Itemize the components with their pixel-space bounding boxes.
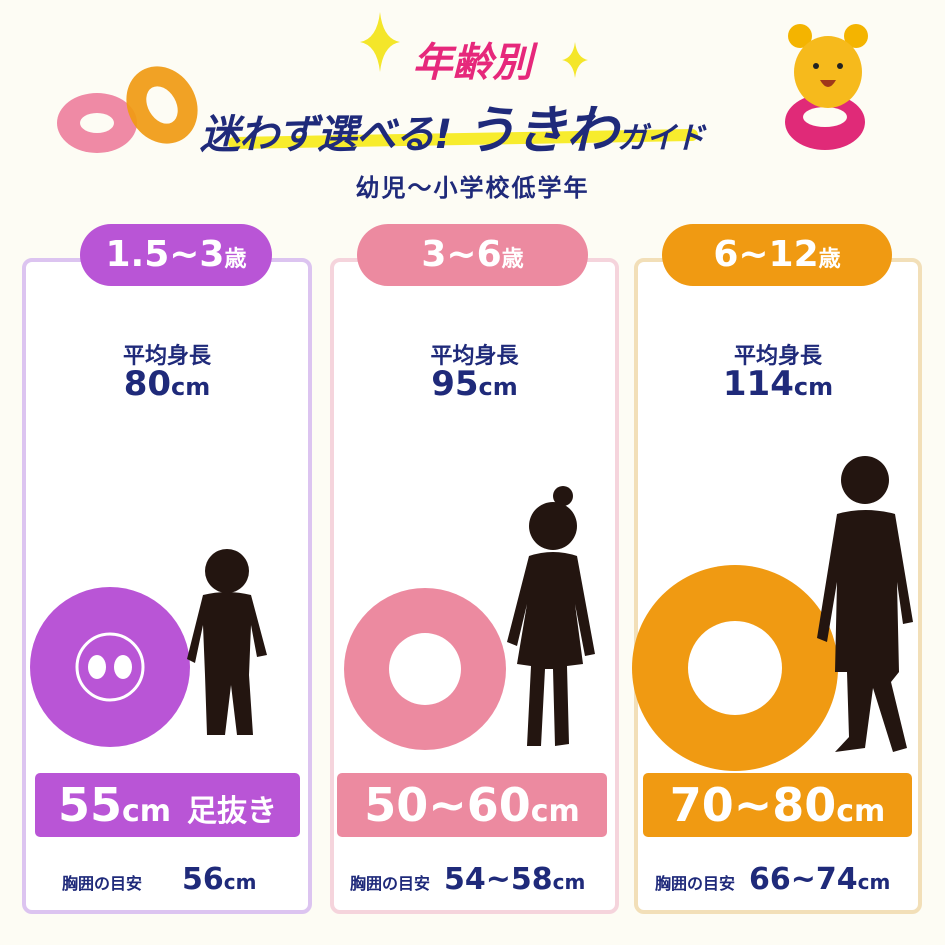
float-ring-icon [30,587,190,747]
age-pill: 3~6歳 [357,224,588,286]
float-ring-icon [344,588,506,750]
height-value: 80cm [123,364,211,404]
height-value: 95cm [431,364,518,404]
height-label: 平均身長 [430,344,519,369]
page-title: 迷わず選べる! うきわガイド [200,88,705,163]
float-ring-icon [57,66,198,153]
bear-mascot-icon [785,24,868,150]
child-silhouette-icon [187,549,267,735]
height-label: 平均身長 [733,344,822,369]
title-main: 迷わず選べる! [200,112,452,158]
float-size-band: 70~80cm [643,773,912,837]
float-ring-icon [632,565,838,771]
float-size-band: 55cm 足抜き [35,773,300,837]
sparkle-icon [360,12,400,72]
height-label: 平均身長 [122,344,211,369]
title-top: 年齢別 [412,40,533,86]
subtitle: 幼児～小学校低学年 [355,174,590,202]
child-silhouette-icon [817,456,913,752]
title-small: ガイド [617,121,705,156]
float-size-band: 50~60cm [337,773,607,837]
chest-row: 胸囲の目安 66~74cm [655,862,891,897]
age-pill: 6~12歳 [662,224,892,286]
sparkle-icon [562,42,588,78]
title-big: うきわ [464,101,618,161]
chest-row: 胸囲の目安 56cm [62,862,257,897]
age-pill: 1.5~3歳 [80,224,272,286]
child-silhouette-icon [507,486,595,746]
height-value: 114cm [722,364,834,404]
chest-row: 胸囲の目安 54~58cm [350,862,586,897]
